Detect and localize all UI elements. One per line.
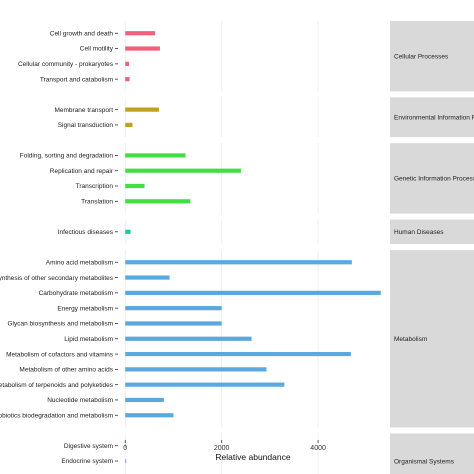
bar — [125, 397, 164, 403]
panel-background — [118, 433, 388, 474]
bar — [125, 183, 145, 189]
y-tick-label: Xenobiotics biodegradation and metabolis… — [0, 412, 113, 419]
bar — [125, 31, 156, 36]
y-tick-label: Cell motility — [80, 46, 114, 53]
bar — [125, 351, 351, 357]
panel-2: Genetic Information Processing Folding, s… — [20, 143, 474, 214]
facet-strip-label: Cellular Processes — [394, 53, 449, 60]
y-tick-label: Transcription — [76, 183, 114, 190]
y-tick-label: Membrane transport — [54, 107, 113, 114]
bar — [125, 229, 131, 234]
bar — [125, 336, 252, 341]
y-tick-label: Cell growth and death — [50, 30, 114, 37]
x-axis-title: Relative abundance — [215, 452, 290, 462]
y-tick-label: Metabolism of terpenoids and polyketides — [0, 382, 114, 389]
facet-strip — [390, 21, 474, 92]
y-tick-label: Metabolism of cofactors and vitamins — [6, 351, 114, 358]
panel-1: Environmental Information Processing Memb… — [54, 97, 474, 138]
bar — [125, 260, 352, 265]
x-tick-label: 4000 — [310, 445, 326, 452]
y-tick-label: Lipid metabolism — [64, 336, 113, 343]
y-tick-label: Replication and repair — [50, 168, 114, 175]
bar — [125, 443, 126, 448]
bar — [125, 61, 130, 66]
y-tick-label: Cellular community - prokaryotes — [18, 61, 114, 68]
bar — [125, 321, 222, 326]
bar — [125, 275, 170, 280]
bar — [125, 77, 130, 82]
y-tick-label: Translation — [81, 199, 113, 206]
panels-layer: Cellular Processes Cell growth and death C… — [0, 21, 474, 474]
facet-strip — [390, 433, 474, 474]
x-tick-label: 2000 — [214, 445, 230, 452]
y-tick-label: Energy metabolism — [57, 305, 113, 312]
bar — [125, 382, 285, 387]
x-axis: 0 2000 4000 — [123, 440, 326, 452]
panel-3: Human Diseases Infectious diseases — [58, 219, 474, 245]
panel-0: Cellular Processes Cell growth and death C… — [18, 21, 474, 92]
y-tick-label: Transport and catabolism — [40, 76, 113, 83]
bar — [125, 199, 191, 204]
y-tick-label: Signal transduction — [58, 122, 114, 129]
facet-strip — [390, 250, 474, 428]
bar — [125, 458, 127, 464]
y-tick-label: Glycan biosynthesis and metabolism — [8, 321, 114, 328]
bar — [125, 290, 381, 295]
y-tick-label: Metabolism of other amino acids — [19, 367, 113, 374]
bar — [125, 153, 186, 158]
facet-strip — [390, 97, 474, 138]
bar — [125, 367, 267, 372]
bar — [125, 306, 222, 311]
x-tick-label: 0 — [123, 445, 127, 452]
y-tick-label: Nucleotide metabolism — [47, 397, 113, 404]
y-tick-label: Folding, sorting and degradation — [20, 153, 114, 160]
facet-strip — [390, 143, 474, 214]
y-tick-label: Infectious diseases — [58, 229, 114, 236]
y-tick-label: Amino acid metabolism — [46, 259, 113, 266]
y-tick-label: Biosynthesis of other secondary metaboli… — [0, 275, 114, 282]
bar — [125, 46, 160, 51]
panel-background — [118, 97, 388, 138]
y-tick-label: Endocrine system — [61, 458, 113, 465]
bar — [125, 122, 133, 128]
facet-strip-label: Organismal Systems — [394, 458, 455, 465]
panel-background — [118, 21, 388, 92]
facet-strip-label: Human Diseases — [394, 229, 444, 236]
panel-5: Organismal Systems Digestive system Endocr… — [39, 433, 474, 474]
facet-strip — [390, 219, 474, 245]
y-tick-label: Carbohydrate metabolism — [39, 290, 113, 297]
y-tick-label: Digestive system — [64, 443, 113, 450]
panel-background — [118, 219, 388, 245]
bar — [125, 107, 159, 112]
bar — [125, 413, 174, 418]
bar — [125, 168, 241, 173]
facet-strip-label: Metabolism — [394, 336, 427, 343]
facet-strip-label: Genetic Information Processing — [394, 176, 474, 183]
panel-4: Metabolism Amino acid metabolism Biosynthe… — [0, 250, 474, 428]
facet-strip-label: Environmental Information Processing — [394, 115, 474, 122]
